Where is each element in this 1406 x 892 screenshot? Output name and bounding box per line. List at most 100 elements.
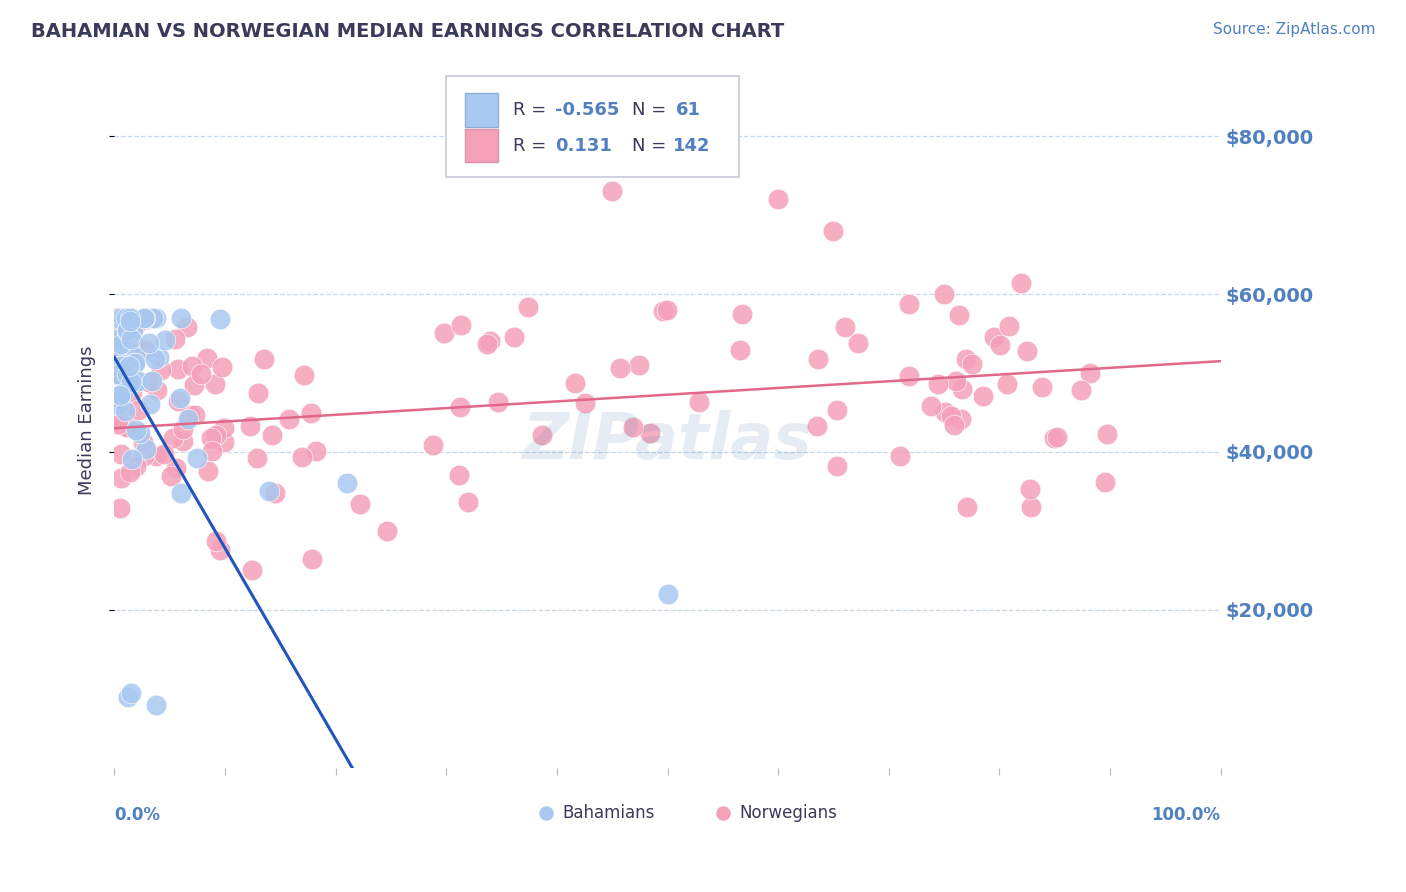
Point [214, 435, 236, 450]
Point [950, 382, 973, 396]
Point [252, 352, 274, 367]
Point [122, 377, 145, 392]
Point [209, 542, 232, 557]
Point [121, 371, 143, 385]
Point [1019, 483, 1042, 497]
Point [107, 358, 129, 372]
Point [988, 337, 1011, 351]
Point [132, 434, 155, 449]
FancyBboxPatch shape [446, 77, 740, 178]
Point [107, 367, 129, 381]
Point [184, 408, 207, 422]
Point [1046, 430, 1069, 444]
Text: N =: N = [633, 101, 666, 119]
Point [125, 317, 148, 331]
Point [932, 287, 955, 301]
Point [688, 395, 710, 409]
Point [263, 486, 285, 500]
Point [609, 360, 631, 375]
Point [825, 403, 848, 417]
Point [172, 434, 194, 448]
Point [945, 375, 967, 389]
Point [108, 405, 131, 419]
Point [806, 419, 828, 434]
Bar [465, 94, 498, 127]
Point [574, 396, 596, 410]
Text: -0.565: -0.565 [554, 101, 619, 119]
Point [118, 359, 141, 374]
Point [110, 336, 132, 351]
Point [127, 402, 149, 417]
Point [1019, 500, 1042, 515]
Y-axis label: Median Earnings: Median Earnings [79, 345, 96, 495]
Point [349, 497, 371, 511]
Point [145, 698, 167, 712]
Point [711, 761, 734, 775]
Point [127, 374, 149, 388]
Point [125, 423, 148, 437]
Text: 0.131: 0.131 [554, 136, 612, 154]
Point [176, 320, 198, 334]
Point [107, 333, 129, 347]
Point [152, 447, 174, 461]
Text: R =: R = [513, 136, 551, 154]
Point [107, 410, 129, 425]
Point [292, 368, 315, 382]
Point [983, 330, 1005, 344]
Point [807, 351, 830, 366]
Point [110, 369, 132, 384]
Point [143, 351, 166, 366]
Point [257, 484, 280, 499]
Point [998, 319, 1021, 334]
Point [120, 332, 142, 346]
Point [167, 362, 190, 376]
Point [112, 375, 135, 389]
Point [107, 413, 129, 427]
Point [1097, 427, 1119, 442]
Point [534, 761, 557, 775]
Point [898, 297, 921, 311]
Point [107, 398, 129, 412]
Point [138, 375, 160, 389]
Point [117, 362, 139, 376]
Point [115, 368, 138, 382]
Point [728, 343, 751, 358]
Point [160, 468, 183, 483]
Point [301, 552, 323, 566]
Point [165, 461, 187, 475]
Point [125, 458, 148, 473]
Text: 61: 61 [676, 101, 702, 119]
Point [145, 384, 167, 398]
Point [118, 310, 141, 325]
Point [1010, 276, 1032, 290]
Point [128, 425, 150, 440]
Point [246, 450, 269, 465]
Point [657, 587, 679, 601]
Point [153, 333, 176, 347]
Point [336, 476, 359, 491]
Point [422, 437, 444, 451]
Point [183, 378, 205, 392]
Point [135, 442, 157, 456]
Point [1015, 343, 1038, 358]
Point [107, 353, 129, 368]
Point [111, 389, 134, 403]
Point [846, 335, 869, 350]
Point [651, 304, 673, 318]
Point [120, 375, 142, 389]
Point [943, 417, 966, 432]
Point [115, 419, 138, 434]
Point [201, 443, 224, 458]
Point [110, 471, 132, 485]
Point [110, 335, 132, 350]
Point [120, 310, 142, 325]
Point [120, 345, 142, 359]
Point [115, 310, 138, 325]
Point [889, 449, 911, 463]
Point [139, 397, 162, 411]
Text: N =: N = [633, 136, 666, 154]
Point [200, 431, 222, 445]
Point [239, 419, 262, 434]
Point [278, 412, 301, 426]
Point [457, 495, 479, 509]
